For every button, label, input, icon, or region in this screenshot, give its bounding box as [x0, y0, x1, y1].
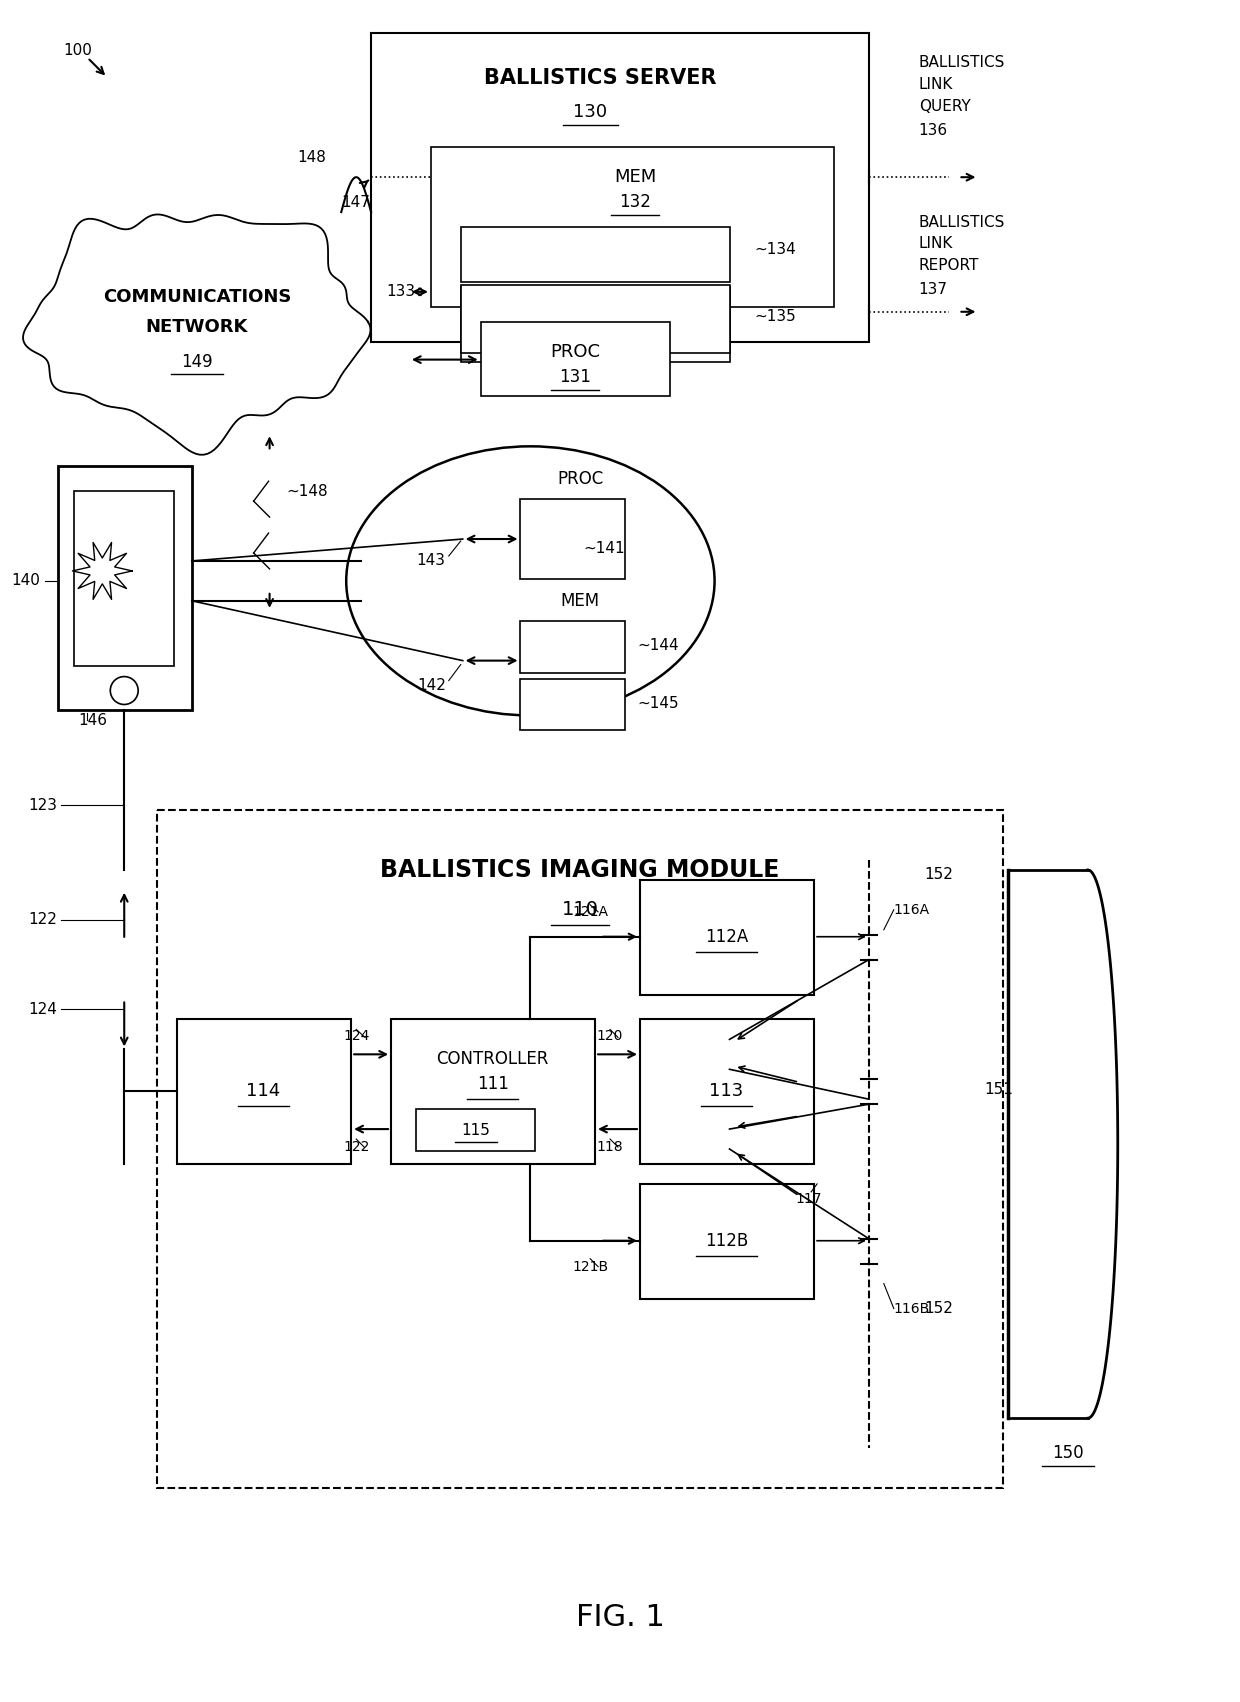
Text: 150: 150: [1053, 1443, 1084, 1462]
Text: 130: 130: [573, 104, 608, 121]
Text: PROC: PROC: [557, 470, 604, 488]
Text: 122: 122: [29, 912, 57, 928]
Text: 110: 110: [562, 900, 599, 919]
FancyBboxPatch shape: [177, 1019, 351, 1164]
Text: 114: 114: [247, 1082, 280, 1099]
Text: 152: 152: [924, 1300, 954, 1316]
Text: LINK: LINK: [919, 237, 954, 252]
Text: PROC: PROC: [551, 342, 600, 361]
FancyBboxPatch shape: [481, 322, 670, 397]
Text: 120: 120: [596, 1030, 624, 1043]
Text: 149: 149: [181, 352, 213, 371]
Text: REPORT: REPORT: [919, 259, 980, 274]
Text: 117: 117: [796, 1191, 822, 1205]
Text: ~144: ~144: [637, 638, 678, 654]
FancyBboxPatch shape: [521, 499, 625, 579]
Text: 143: 143: [417, 553, 446, 568]
FancyBboxPatch shape: [371, 32, 869, 342]
Text: 124: 124: [343, 1030, 370, 1043]
Text: 148: 148: [296, 150, 326, 165]
FancyBboxPatch shape: [461, 288, 729, 361]
Text: 140: 140: [11, 574, 41, 589]
Text: ~134: ~134: [754, 242, 796, 257]
Text: 113: 113: [709, 1082, 744, 1099]
Text: 122: 122: [343, 1140, 370, 1154]
Text: 151: 151: [983, 1082, 1013, 1096]
Text: 146: 146: [78, 713, 107, 728]
FancyBboxPatch shape: [521, 621, 625, 672]
Text: 147: 147: [342, 194, 371, 209]
Text: BALLISTICS: BALLISTICS: [919, 214, 1006, 230]
FancyBboxPatch shape: [430, 148, 835, 306]
Text: 132: 132: [619, 192, 651, 211]
Text: BALLISTICS SERVER: BALLISTICS SERVER: [484, 68, 717, 87]
Text: ~148: ~148: [286, 483, 329, 499]
Text: ~141: ~141: [583, 541, 625, 557]
Text: 121B: 121B: [572, 1259, 608, 1273]
FancyBboxPatch shape: [461, 284, 729, 352]
Text: 112A: 112A: [704, 928, 748, 946]
FancyBboxPatch shape: [57, 466, 192, 710]
Text: BALLISTICS: BALLISTICS: [919, 54, 1006, 70]
Text: 124: 124: [29, 1002, 57, 1018]
Text: 133: 133: [386, 284, 415, 300]
Text: 137: 137: [919, 283, 947, 298]
FancyBboxPatch shape: [391, 1019, 595, 1164]
Text: 136: 136: [919, 123, 947, 138]
Text: CONTROLLER: CONTROLLER: [436, 1050, 549, 1069]
Text: 100: 100: [63, 43, 92, 58]
Text: 116B: 116B: [894, 1302, 930, 1316]
Text: COMMUNICATIONS: COMMUNICATIONS: [103, 288, 291, 306]
Text: 118: 118: [596, 1140, 624, 1154]
Text: 116A: 116A: [894, 902, 930, 917]
Text: MEM: MEM: [560, 592, 600, 609]
Text: MEM: MEM: [614, 168, 656, 186]
Text: ~135: ~135: [754, 310, 796, 325]
Text: NETWORK: NETWORK: [146, 318, 248, 335]
FancyBboxPatch shape: [521, 679, 625, 730]
Text: QUERY: QUERY: [919, 99, 971, 114]
Text: LINK: LINK: [919, 77, 954, 92]
Text: 115: 115: [461, 1123, 490, 1137]
FancyBboxPatch shape: [74, 492, 174, 665]
Text: 152: 152: [924, 868, 954, 882]
Text: 123: 123: [29, 798, 57, 812]
Text: ~145: ~145: [637, 696, 678, 711]
FancyBboxPatch shape: [640, 880, 815, 994]
Text: FIG. 1: FIG. 1: [575, 1603, 665, 1632]
Text: 142: 142: [417, 677, 446, 693]
Text: 131: 131: [559, 368, 591, 386]
FancyBboxPatch shape: [157, 810, 1003, 1488]
FancyBboxPatch shape: [640, 1185, 815, 1299]
FancyBboxPatch shape: [415, 1110, 536, 1151]
Text: 111: 111: [476, 1076, 508, 1093]
FancyBboxPatch shape: [461, 226, 729, 283]
FancyBboxPatch shape: [640, 1019, 815, 1164]
Text: 112B: 112B: [704, 1232, 748, 1249]
Text: BALLISTICS IMAGING MODULE: BALLISTICS IMAGING MODULE: [381, 858, 780, 882]
Text: 121A: 121A: [572, 905, 608, 919]
